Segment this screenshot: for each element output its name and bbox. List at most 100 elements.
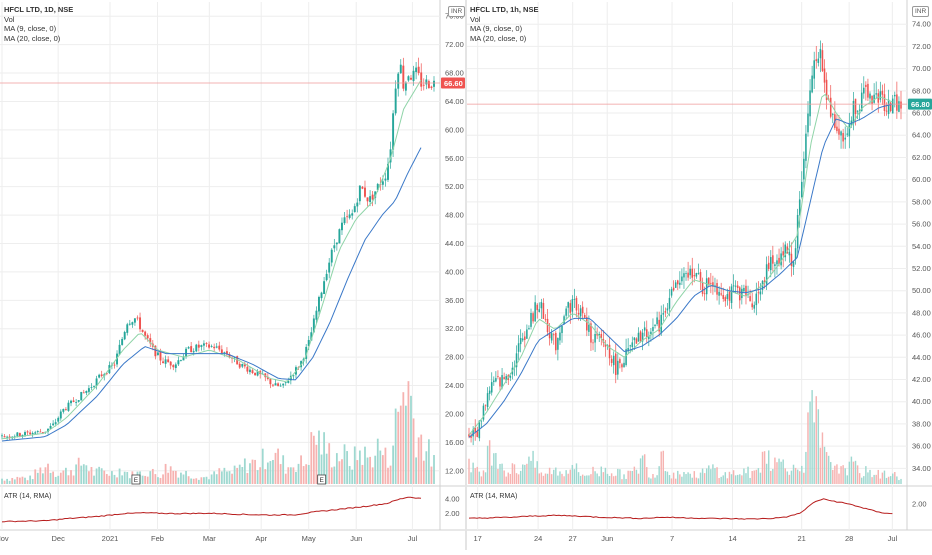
left-volume-bar	[105, 474, 108, 484]
right-volume-bar	[813, 422, 815, 484]
left-current-price-tag	[441, 77, 465, 89]
left-candle-body	[307, 339, 310, 347]
left-candle-body	[141, 329, 144, 332]
left-candle-body	[220, 349, 223, 354]
right-price-tick-1: 36.00	[912, 442, 931, 451]
left-legend-ma9[interactable]: MA (9, close, 0)	[4, 24, 57, 33]
left-volume-bar	[98, 466, 101, 484]
left-candle-body	[210, 345, 213, 347]
left-time-tick-5: Apr	[255, 534, 267, 543]
left-candle-body	[70, 400, 72, 404]
left-atr-label[interactable]: ATR (14, RMA)	[4, 493, 52, 500]
right-legend-vol[interactable]: Vol	[470, 14, 481, 24]
left-volume-bar	[167, 472, 170, 484]
left-volume-bar	[113, 474, 116, 484]
right-volume-bar	[755, 469, 758, 484]
right-volume-bar	[522, 464, 524, 484]
right-candle-body	[794, 248, 797, 260]
left-volume-bar	[169, 466, 172, 484]
right-legend-ma20[interactable]: MA (20, close, 0)	[470, 33, 527, 43]
left-volume-bar	[80, 465, 83, 484]
left-candle-body	[67, 402, 70, 411]
right-volume-bar	[619, 469, 621, 484]
right-currency-button[interactable]: INR	[912, 6, 930, 17]
left-legend-ma20[interactable]: MA (20, close, 0)	[4, 33, 61, 43]
right-volume-bar	[873, 474, 875, 484]
right-volume-bar	[509, 473, 512, 484]
right-candle-body	[809, 90, 811, 117]
left-candle-body	[179, 360, 182, 361]
left-earnings-marker-label-0: E	[134, 477, 139, 484]
right-candle-body	[674, 282, 677, 288]
right-volume-bar	[668, 475, 671, 484]
left-volume-bar	[264, 469, 267, 484]
left-candle-body	[348, 214, 351, 218]
right-volume-bar	[553, 469, 555, 484]
right-volume-bar	[861, 477, 863, 484]
right-candle-body	[842, 133, 844, 142]
right-volume-bar	[761, 451, 764, 484]
right-volume-bar	[705, 468, 708, 484]
right-atr-label[interactable]: ATR (14, RMA)	[470, 493, 518, 500]
right-volume-bar	[770, 470, 772, 484]
right-candle-body	[524, 336, 526, 340]
right-volume-bar	[615, 475, 617, 484]
right-volume-bar	[848, 461, 851, 484]
left-candle-body	[54, 422, 57, 424]
left-candle-body	[356, 202, 359, 207]
right-volume-bar	[484, 472, 487, 484]
left-volume-bar	[172, 470, 175, 484]
left-volume-bar	[384, 447, 387, 484]
right-price-tick-15: 64.00	[912, 131, 931, 140]
right-volume-bar	[842, 465, 844, 484]
right-candle-body	[474, 427, 476, 433]
right-volume-bar	[637, 473, 640, 484]
right-volume-bar	[838, 473, 840, 484]
left-volume-bar	[90, 467, 93, 484]
left-candle-body	[422, 84, 425, 86]
left-candle-body	[292, 375, 295, 377]
left-volume-bar	[399, 405, 402, 484]
right-volume-bar	[588, 475, 590, 484]
left-volume-bar	[348, 466, 351, 484]
right-volume-bar	[625, 478, 627, 484]
right-volume-bar	[840, 466, 842, 484]
right-volume-bar	[745, 473, 747, 484]
right-candle-body	[685, 273, 687, 274]
right-candle-body	[701, 282, 704, 294]
left-price-tick-9: 48.00	[445, 211, 464, 220]
right-legend-ma9[interactable]: MA (9, close, 0)	[470, 24, 523, 33]
right-candle-body	[650, 331, 652, 335]
right-volume-bar	[666, 471, 669, 484]
right-candle-body	[681, 276, 683, 282]
left-chart-title[interactable]: HFCL LTD, 1D, NSE	[4, 5, 74, 14]
left-candle-body	[57, 417, 60, 422]
right-volume-bar	[794, 467, 797, 484]
right-volume-bar	[817, 409, 820, 484]
left-volume-bar	[392, 445, 394, 484]
left-candle-body	[29, 432, 32, 435]
right-volume-bar	[571, 464, 574, 484]
left-currency-button[interactable]: INR	[448, 6, 466, 17]
left-volume-bar	[226, 471, 228, 484]
left-price-tick-2: 20.00	[445, 409, 464, 418]
right-volume-bar	[480, 476, 483, 484]
left-candle-body	[312, 318, 315, 333]
right-volume-bar	[821, 432, 824, 484]
right-candle-body	[497, 376, 499, 377]
left-volume-bar	[195, 478, 198, 484]
left-candle-body	[225, 351, 228, 355]
left-legend-vol[interactable]: Vol	[4, 14, 15, 24]
right-volume-bar	[896, 476, 898, 484]
left-candle-body	[254, 372, 257, 376]
left-volume-bar	[305, 464, 308, 484]
right-candle-body	[716, 283, 718, 295]
left-candle-body	[136, 317, 139, 319]
right-candle-body	[792, 261, 795, 268]
right-volume-bar	[536, 461, 538, 484]
right-candle-body	[817, 58, 820, 63]
left-volume-bar	[236, 467, 239, 484]
right-chart-title[interactable]: HFCL LTD, 1h, NSE	[470, 5, 539, 14]
left-candle-body	[1, 435, 3, 437]
